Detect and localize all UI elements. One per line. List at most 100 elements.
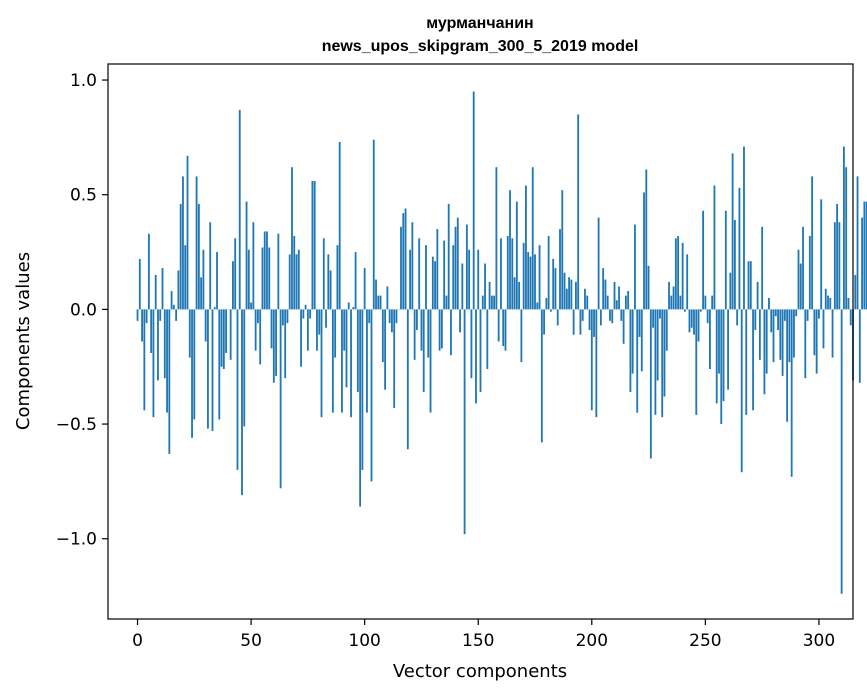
bar	[711, 295, 714, 310]
bar	[763, 309, 766, 395]
bar	[724, 210, 727, 310]
bar	[170, 291, 173, 310]
bar	[211, 309, 214, 431]
bar	[413, 309, 416, 360]
bar	[497, 309, 500, 342]
bar	[525, 185, 527, 310]
bar	[284, 309, 287, 379]
bar	[302, 309, 305, 319]
bar	[300, 309, 302, 367]
bar	[204, 309, 207, 342]
bar	[220, 309, 223, 367]
bar	[811, 176, 814, 310]
bar	[518, 281, 521, 310]
bar	[259, 309, 262, 365]
bar	[847, 297, 850, 310]
bar	[311, 180, 314, 310]
x-axis-label: Vector components	[393, 661, 567, 682]
bar	[293, 236, 296, 310]
bar	[400, 226, 402, 310]
bar	[806, 309, 809, 321]
bar	[634, 224, 636, 310]
bar	[209, 222, 212, 310]
bar	[445, 295, 448, 310]
bar	[331, 309, 334, 413]
bar	[768, 297, 770, 310]
bar	[377, 295, 380, 310]
bar	[515, 201, 518, 310]
bar	[568, 277, 570, 310]
bar	[624, 295, 627, 310]
bar	[222, 309, 225, 370]
bar	[254, 309, 257, 351]
bar	[788, 309, 791, 363]
bar	[511, 238, 514, 310]
bar	[234, 238, 237, 310]
bar	[740, 309, 743, 473]
bar	[191, 309, 193, 438]
bar	[638, 309, 641, 337]
bar	[456, 217, 459, 310]
bar	[820, 199, 823, 310]
bar	[654, 309, 657, 415]
bar	[463, 309, 466, 535]
bar	[631, 309, 634, 374]
bar	[207, 309, 209, 429]
bar	[534, 254, 536, 310]
bar	[502, 309, 505, 347]
bar	[232, 261, 234, 310]
bar	[786, 309, 789, 422]
bar	[674, 238, 677, 310]
bar	[375, 279, 377, 310]
bar	[513, 277, 516, 310]
bar	[277, 233, 280, 310]
bar	[579, 309, 582, 335]
bar	[563, 272, 566, 310]
bar	[536, 302, 539, 310]
bar	[661, 309, 664, 418]
bar	[443, 240, 446, 310]
bar	[465, 224, 468, 310]
bar	[793, 309, 795, 358]
bar	[468, 249, 471, 310]
bar	[520, 309, 523, 363]
bar	[706, 309, 709, 324]
bar	[770, 309, 773, 333]
bar	[597, 217, 600, 310]
bar	[447, 203, 450, 310]
bar	[556, 309, 559, 326]
bar	[159, 309, 162, 321]
bar	[799, 263, 802, 310]
bar	[179, 203, 182, 310]
bar	[570, 279, 573, 310]
bar	[863, 201, 866, 310]
bar	[822, 309, 825, 349]
bar	[197, 203, 200, 310]
bar	[659, 309, 661, 319]
bar	[145, 309, 148, 324]
bar	[790, 309, 793, 477]
bar	[645, 169, 648, 310]
bar	[200, 277, 203, 310]
bar	[622, 309, 625, 344]
bar	[186, 155, 189, 310]
bar	[606, 295, 609, 310]
bar	[238, 109, 241, 310]
bar	[836, 203, 839, 310]
bar	[425, 245, 427, 310]
bar	[193, 309, 196, 420]
bar	[629, 309, 632, 392]
bar	[257, 309, 259, 324]
bar	[586, 295, 589, 310]
bar	[500, 238, 502, 310]
bar	[693, 309, 695, 335]
bar	[429, 309, 432, 413]
bar	[538, 245, 541, 310]
bar	[252, 222, 255, 310]
bar	[781, 309, 784, 376]
bar	[670, 295, 673, 310]
bar	[865, 201, 867, 310]
bar	[754, 309, 757, 331]
bar	[613, 281, 616, 310]
